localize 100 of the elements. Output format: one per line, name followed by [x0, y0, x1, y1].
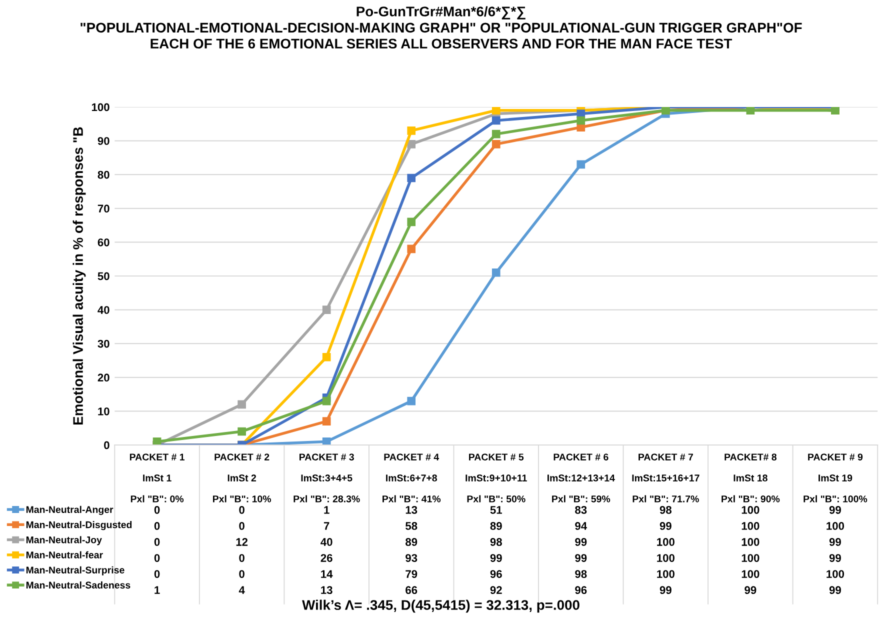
data-label: 98 [575, 570, 587, 578]
y-tick-label: 40 [98, 306, 110, 314]
data-label: 13 [321, 586, 332, 594]
point [407, 244, 416, 254]
data-label: 0 [154, 506, 160, 514]
data-label: 99 [660, 586, 672, 594]
point [492, 116, 500, 125]
data-label: 96 [575, 586, 587, 594]
y-tick-label: 90 [98, 137, 110, 145]
data-label: 98 [490, 538, 502, 546]
point [492, 140, 500, 148]
category-label: PACKET # 2 ImSt 2 Pxl "B": 10% [213, 454, 272, 502]
point [322, 437, 331, 445]
data-label: 94 [575, 522, 588, 530]
y-tick-label: 20 [98, 374, 110, 382]
category-label: PACKET # 6 ImSt:12+13+14 Pxl "B": 59% [547, 454, 615, 502]
y-tick-label: 60 [98, 238, 110, 246]
point [492, 107, 500, 115]
y-tick-label: 50 [98, 272, 110, 280]
data-label: 99 [829, 586, 841, 594]
data-label: 1 [324, 506, 330, 514]
y-tick-label: 0 [104, 441, 110, 450]
point [238, 400, 246, 409]
y-tick-label: 30 [98, 340, 110, 348]
legend-label: Man-Neutral-Anger [26, 506, 114, 515]
legend-label: Man-Neutral-Joy [26, 536, 102, 546]
category-label: PACKET # 7 ImSt:15+16+17 Pxl "B": 71.7% [632, 454, 700, 502]
data-label: 0 [154, 554, 160, 562]
data-label: 58 [406, 522, 418, 530]
data-label: 93 [406, 554, 418, 562]
data-label: 100 [826, 570, 844, 578]
data-label: 79 [406, 570, 418, 578]
point [407, 396, 416, 406]
data-label: 99 [575, 554, 587, 562]
data-label: 100 [742, 570, 760, 578]
data-label: 100 [657, 554, 674, 562]
legend-label: Man-Neutral-Sadeness [26, 581, 130, 589]
legend-label: Man-Neutral-Disgusted [26, 521, 132, 530]
data-label: 0 [154, 538, 160, 546]
data-label: 1 [154, 586, 160, 594]
category-label: PACKET # 4 ImSt:6+7+8 Pxl "B": 41% [382, 454, 441, 502]
data-label: 92 [490, 586, 502, 594]
data-label: 13 [406, 506, 418, 514]
data-label: 0 [154, 522, 160, 530]
y-tick-label: 80 [98, 170, 110, 179]
data-label: 40 [320, 538, 332, 546]
point [407, 218, 416, 226]
data-label: 0 [239, 570, 244, 578]
point [492, 268, 500, 277]
point [152, 437, 162, 445]
y-tick-label: 10 [98, 407, 110, 416]
point [407, 140, 416, 148]
point [322, 306, 331, 314]
data-label: 100 [742, 538, 760, 546]
point [407, 174, 416, 182]
category-label: PACKET # 5 ImSt:9+10+11 Pxl "B": 50% [466, 454, 527, 502]
point [576, 160, 586, 169]
point [322, 352, 331, 362]
data-label: 0 [239, 522, 244, 530]
point [322, 417, 331, 426]
data-label: 99 [829, 506, 841, 514]
data-label: 99 [829, 554, 841, 562]
y-axis-title: Emotional Visual acuity in % of responses "B [72, 127, 86, 424]
text: Wilk’s Λ= .345, D(45,5415) = 32.313, p=.000 [302, 600, 580, 613]
data-label: 51 [490, 506, 502, 514]
legend-label: Man-Neutral-fear [26, 551, 103, 558]
data-label: 99 [829, 538, 841, 546]
data-label: 100 [826, 522, 844, 530]
data-label: 0 [239, 506, 244, 514]
data-label: 96 [490, 570, 502, 578]
category-label: PACKET # 1 ImSt 1 Pxl "B": 0% [130, 454, 185, 502]
point [238, 427, 246, 436]
data-label: 99 [575, 538, 587, 546]
y-tick-label: 100 [92, 103, 110, 112]
data-label: 100 [742, 554, 760, 562]
data-label: 0 [239, 554, 244, 562]
data-label: 98 [660, 506, 672, 514]
data-label: 89 [406, 538, 418, 546]
point [322, 396, 331, 406]
data-label: 4 [238, 586, 245, 594]
data-label: 99 [660, 522, 672, 530]
data-label: 100 [657, 570, 674, 578]
data-label: 26 [320, 554, 332, 562]
category-label: PACKET # 9 ImSt 19 Pxl "B": 100% [804, 454, 868, 502]
chart-title: Po-GunTrGr#Man*6/6*∑*∑ "POPULATIONAL-EMOTIONAL-DECISION-MAKING GRAPH" OR "POPULATIONAL-GUN TRIGGER GRAPH"OF EACH OF THE 6 EMOTIONAL SERIES ALL OBSERVERS AND FOR THE MAN FACE TEST [80, 6, 802, 49]
point [407, 126, 416, 135]
data-label: 100 [657, 538, 674, 546]
data-label: 99 [490, 554, 502, 562]
point [492, 130, 500, 138]
y-tick-label: 70 [98, 204, 110, 213]
data-label: 89 [490, 522, 502, 530]
category-label: PACKET# 8 ImSt 18 Pxl "B": 90% [722, 454, 780, 502]
data-label: 14 [321, 570, 333, 578]
data-label: 7 [324, 522, 330, 530]
data-label: 66 [406, 586, 418, 594]
data-label: 12 [236, 538, 248, 546]
legend-label: Man-Neutral-Surprise [26, 566, 124, 576]
point [746, 107, 755, 115]
data-label: 99 [744, 586, 756, 594]
data-label: 100 [742, 506, 760, 514]
